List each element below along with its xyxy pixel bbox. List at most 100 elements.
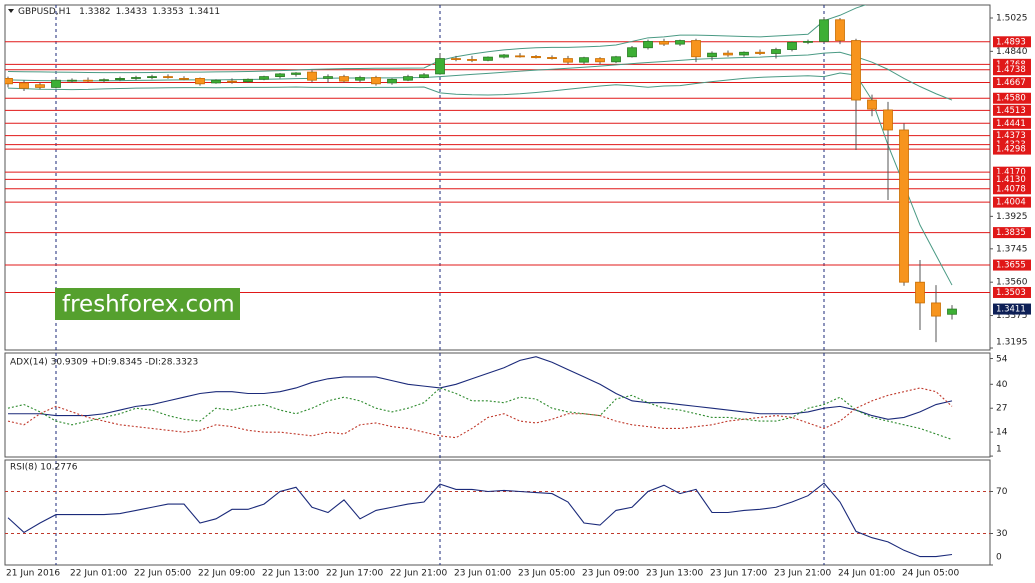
level-label-box (993, 259, 1031, 271)
adx-header: ADX(14) 30.9309 +DI:9.8345 -DI:28.3323 (10, 358, 198, 368)
y-tick-label: 1 (996, 445, 1002, 455)
y-tick-label: 40 (996, 380, 1008, 390)
level-label: 1.4893 (996, 37, 1026, 47)
candle-body (659, 41, 669, 45)
header-low: 1.3353 (152, 7, 184, 17)
candle-body (291, 72, 301, 75)
candle-body (771, 49, 781, 54)
x-tick-label: 21 Jun 2016 (6, 569, 60, 579)
header-high: 1.3433 (116, 7, 148, 17)
candle-body (35, 84, 45, 88)
rsi-header: RSI(8) 10.2776 (10, 463, 78, 473)
x-tick-label: 23 Jun 21:00 (774, 569, 831, 579)
candle-body (787, 41, 797, 50)
candle-body (947, 308, 957, 315)
level-label-box (993, 92, 1031, 104)
panel-1-plot (7, 356, 953, 441)
level-label-box (993, 77, 1031, 89)
y-tick-label: 1.3925 (996, 212, 1028, 222)
candle-body (451, 58, 461, 60)
chart-header: GBPUSD,H1 1.3382 1.3433 1.3353 1.3411 (18, 7, 220, 17)
candle-body (435, 58, 445, 75)
level-label-box (993, 130, 1031, 142)
candle-body (419, 74, 429, 78)
level-label-box (993, 143, 1031, 155)
x-tick-label: 23 Jun 17:00 (710, 569, 767, 579)
candle-body (691, 40, 701, 58)
watermark-box (55, 288, 240, 320)
chart-layer: 1.5025 1.4840 1.3925 1.3745 1.3560 1.3375 1.31… (5, 5, 1031, 579)
bollinger-upper (7, 5, 867, 74)
candle-body (483, 56, 493, 61)
header-open: 1.3382 (79, 7, 111, 17)
adx-panel-frame (4, 352, 991, 458)
candle-body (723, 52, 733, 56)
level-label: 1.4580 (996, 94, 1026, 104)
indicator-line (8, 356, 953, 420)
y-tick-label: 30 (996, 529, 1008, 539)
level-label-box (993, 196, 1031, 208)
level-label: 1.4738 (996, 65, 1026, 75)
candle-body (531, 55, 541, 59)
y-tick-label: 1.3745 (996, 244, 1028, 254)
candle-body (611, 56, 621, 63)
level-label: 1.4667 (996, 78, 1026, 88)
level-label-box (993, 64, 1031, 76)
x-tick-label: 22 Jun 21:00 (390, 569, 447, 579)
candle-body (579, 57, 589, 63)
y-tick-label: 1.3560 (996, 278, 1028, 288)
menu-arrow (8, 9, 14, 13)
candle-body (179, 78, 189, 80)
symbol: GBPUSD,H1 (18, 7, 71, 17)
candle-body (5, 78, 13, 85)
candle-body (563, 58, 573, 63)
level-label: 1.4170 (996, 168, 1026, 178)
candle-body (195, 78, 205, 85)
level-label: 1.3655 (996, 261, 1026, 271)
level-label: 1.3835 (996, 228, 1026, 238)
candle-body (211, 79, 221, 84)
candle-body (83, 79, 93, 82)
candle-body (19, 82, 29, 89)
candle-body (403, 76, 413, 81)
candle-body (499, 54, 509, 58)
candle-body (259, 76, 269, 80)
y-tick-label: 1.3195 (996, 338, 1028, 348)
level-label-box (993, 36, 1031, 48)
x-tick-label: 23 Jun 09:00 (582, 569, 639, 579)
x-tick-label: 23 Jun 13:00 (646, 569, 703, 579)
level-label: 1.4078 (996, 184, 1026, 194)
x-tick-label: 24 Jun 05:00 (902, 569, 959, 579)
candle-body (803, 41, 813, 43)
candle-body (163, 76, 173, 78)
level-label: 1.4130 (996, 175, 1026, 185)
candle-body (851, 40, 861, 101)
level-label: 1.3503 (996, 288, 1026, 298)
candle-body (243, 78, 253, 83)
overlay-layer: GBPUSD,H1 1.3382 1.3433 1.3353 1.3411 ADX(14… (8, 7, 220, 473)
x-tick-label: 22 Jun 09:00 (198, 569, 255, 579)
candle-body (547, 57, 557, 59)
level-label-box (993, 227, 1031, 239)
candle-body (323, 76, 333, 79)
candle-body (819, 19, 829, 42)
candle-body (627, 47, 637, 58)
x-tick-label: 24 Jun 01:00 (838, 569, 895, 579)
candle-body (51, 79, 61, 88)
panel-2-plot (5, 482, 990, 558)
candle-body (147, 76, 157, 78)
main-panel-frame (4, 4, 991, 351)
level-label: 1.4298 (996, 145, 1026, 155)
candle-body (307, 71, 317, 81)
candle-body (739, 51, 749, 56)
candle-body (115, 78, 125, 81)
candle-body (371, 77, 381, 85)
candle-body (595, 58, 605, 63)
indicator-line (7, 387, 953, 439)
candle-body (387, 78, 397, 84)
candle-body (227, 80, 237, 83)
level-label-box (993, 286, 1031, 298)
indicator-line (7, 482, 953, 558)
candle-body (707, 52, 717, 58)
